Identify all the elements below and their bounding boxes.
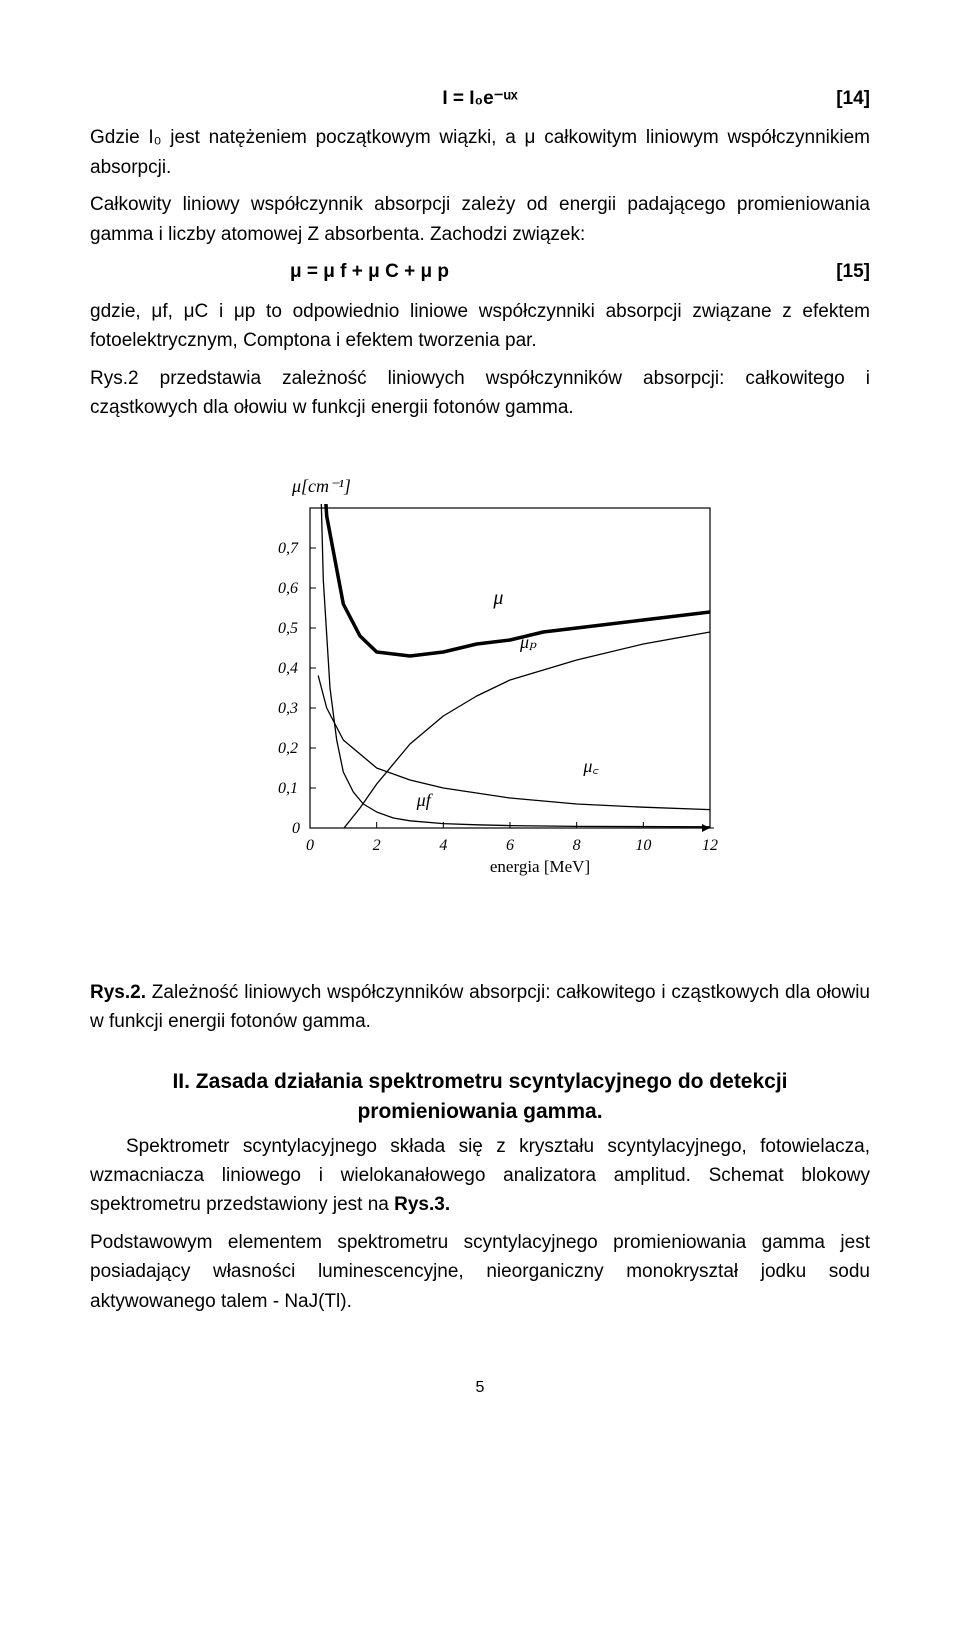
svg-text:μ: μ — [492, 587, 503, 609]
paragraph-2: Całkowity liniowy współczynnik absorpcji… — [90, 190, 870, 249]
equation-14: I = I₀e⁻ᵘˣ [14] — [90, 84, 870, 113]
section-2-heading: II. Zasada działania spektrometru scynty… — [90, 1067, 870, 1128]
equation-14-label: [14] — [836, 84, 870, 113]
paragraph-1: Gdzie I₀ jest natężeniem początkowym wią… — [90, 123, 870, 182]
caption-text: Zależność liniowych współczynników absor… — [90, 982, 870, 1032]
paragraph-5: Spektrometr scyntylacyjnego składa się z… — [90, 1132, 870, 1220]
equation-15: μ = μ f + μ C + μ p [15] — [290, 257, 870, 286]
svg-text:0,1: 0,1 — [278, 780, 298, 797]
svg-text:12: 12 — [702, 837, 718, 854]
svg-text:energia [MeV]: energia [MeV] — [490, 857, 590, 876]
paragraph-3: gdzie, μf, μC i μp to odpowiednio liniow… — [90, 297, 870, 356]
caption-lead: Rys.2. — [90, 982, 146, 1003]
svg-text:4: 4 — [439, 837, 447, 854]
svg-text:0: 0 — [306, 837, 314, 854]
svg-text:μ[cm⁻¹]: μ[cm⁻¹] — [291, 476, 351, 496]
section-2-line1: II. Zasada działania spektrometru scynty… — [172, 1070, 787, 1093]
svg-text:0,7: 0,7 — [278, 540, 299, 557]
paragraph-6: Podstawowym elementem spektrometru scynt… — [90, 1228, 870, 1316]
svg-text:0,4: 0,4 — [278, 660, 298, 677]
svg-text:0,2: 0,2 — [278, 740, 298, 757]
section-2-line2: promieniowania gamma. — [357, 1100, 602, 1123]
paragraph-4: Rys.2 przedstawia zależność liniowych ws… — [90, 364, 870, 423]
svg-text:μ꜀: μ꜀ — [582, 756, 599, 776]
equation-15-formula: μ = μ f + μ C + μ p — [290, 261, 449, 282]
equation-14-formula: I = I₀e⁻ᵘˣ — [442, 88, 517, 109]
figure-2: 0 0,1 0,2 0,3 0,4 0,5 0,6 0,7 0 2 4 6 8 10 12 μ[cm⁻¹] en… — [90, 458, 870, 897]
page-number: 5 — [90, 1376, 870, 1401]
equation-15-label: [15] — [836, 257, 870, 286]
paragraph-5-bold: Rys.3. — [394, 1194, 450, 1215]
svg-text:8: 8 — [573, 837, 581, 854]
svg-text:0,3: 0,3 — [278, 700, 298, 717]
svg-text:10: 10 — [635, 837, 651, 854]
svg-text:0,5: 0,5 — [278, 620, 298, 637]
svg-text:6: 6 — [506, 837, 514, 854]
figure-2-caption: Rys.2. Zależność liniowych współczynnikó… — [90, 978, 870, 1037]
absorption-chart: 0 0,1 0,2 0,3 0,4 0,5 0,6 0,7 0 2 4 6 8 10 12 μ[cm⁻¹] en… — [230, 458, 730, 888]
paragraph-5-text: Spektrometr scyntylacyjnego składa się z… — [90, 1136, 870, 1216]
svg-text:2: 2 — [373, 837, 381, 854]
svg-text:0,6: 0,6 — [278, 580, 298, 597]
svg-text:0: 0 — [292, 820, 300, 837]
svg-text:μₚ: μₚ — [519, 632, 537, 652]
